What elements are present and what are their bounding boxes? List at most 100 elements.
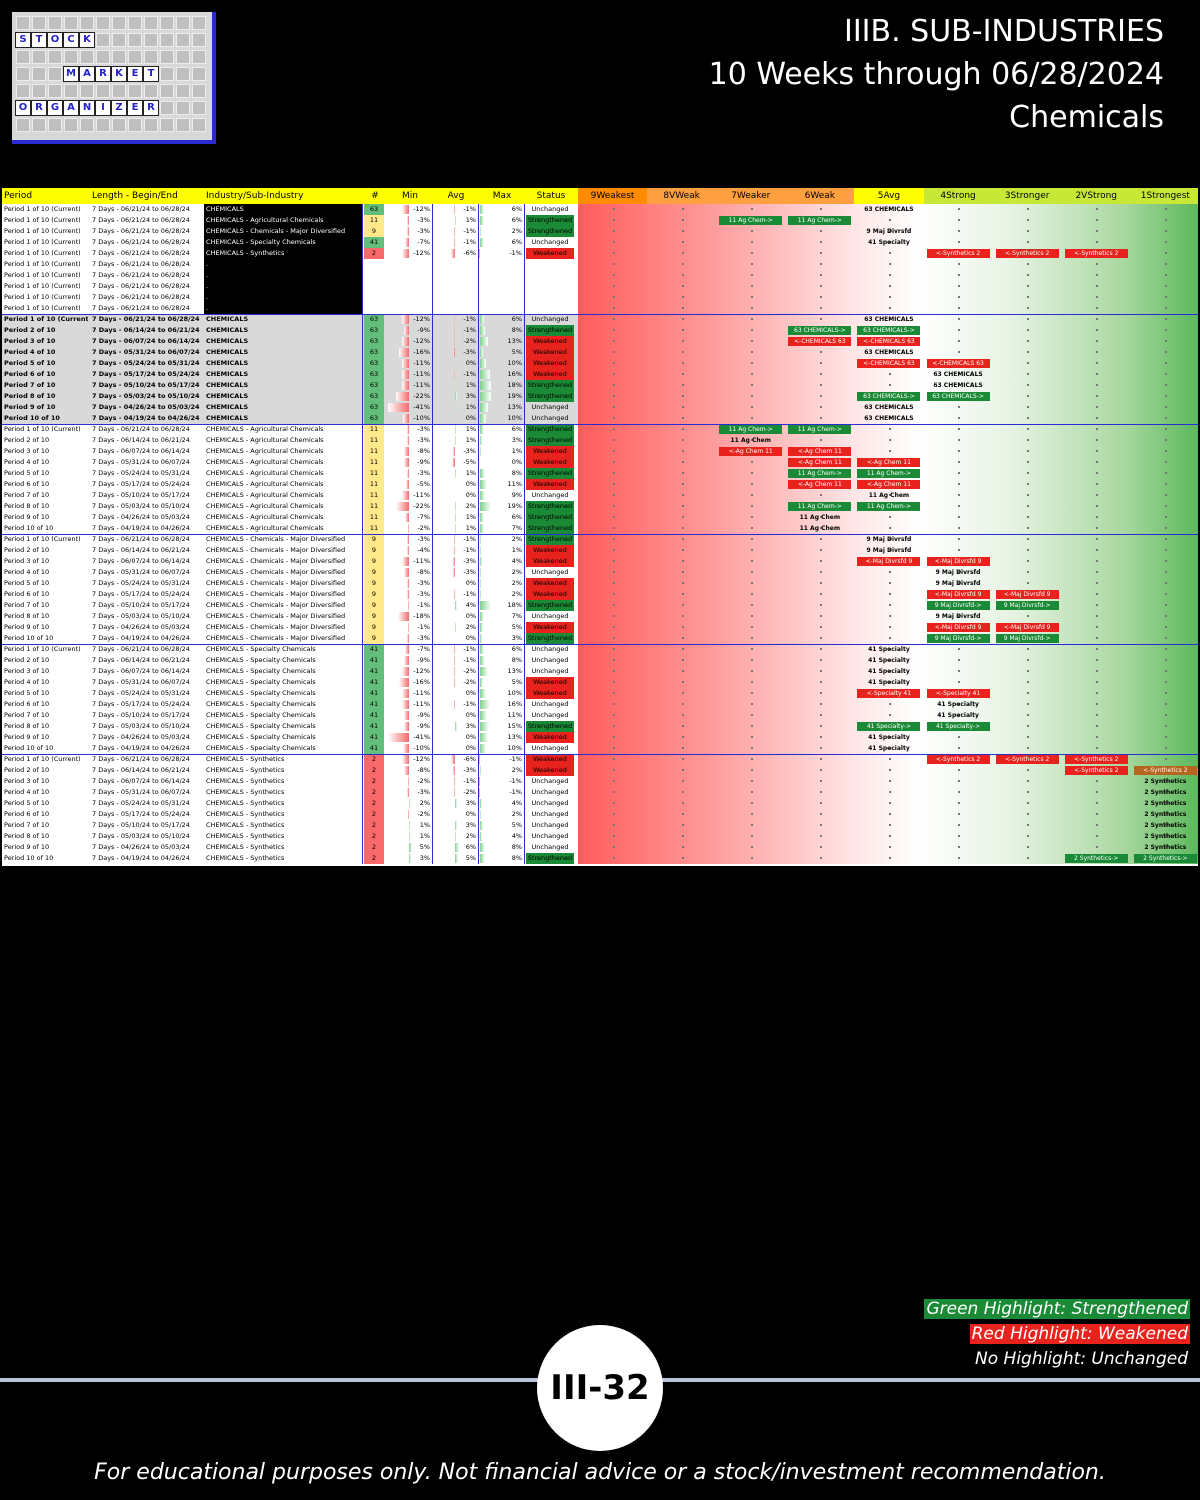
table-row: Period 1 of 10 (Current) 7 Days - 06/21/2… xyxy=(2,248,1198,259)
industry-cell: CHEMICALS - Synthetics xyxy=(206,766,285,774)
value-bar xyxy=(453,568,455,577)
value-bar xyxy=(480,667,488,676)
value-bar xyxy=(404,513,409,522)
value-bar xyxy=(480,733,488,742)
value-bar xyxy=(480,502,492,511)
empty-rank-dot xyxy=(612,626,615,628)
status-cell xyxy=(526,292,574,303)
length-cell: 7 Days - 05/24/24 to 05/31/24 xyxy=(92,579,190,587)
empty-rank-dot xyxy=(1165,340,1168,342)
period-cell: Period 1 of 10 (Current) xyxy=(4,315,88,323)
empty-rank-dot xyxy=(1027,230,1030,232)
rank-marker: <-Ag Chem 11 xyxy=(719,447,783,456)
empty-rank-dot xyxy=(1027,659,1030,661)
rank-marker: 9 Maj Divrsfd-> xyxy=(926,601,990,610)
empty-rank-dot xyxy=(612,824,615,826)
empty-rank-dot xyxy=(1165,219,1168,221)
status-cell xyxy=(526,270,574,281)
min-cell: -9% xyxy=(417,656,430,664)
logo-tile xyxy=(176,101,190,115)
empty-rank-dot xyxy=(1096,296,1099,298)
empty-rank-dot xyxy=(612,802,615,804)
value-bar xyxy=(453,667,455,676)
table-row: Period 5 of 10 7 Days - 05/24/24 to 05/31… xyxy=(2,688,1198,699)
rank-marker: 9 Maj Divrsfd xyxy=(866,547,912,554)
row-background xyxy=(2,391,578,402)
empty-rank-dot xyxy=(1165,263,1168,265)
min-cell: -9% xyxy=(417,711,430,719)
industry-cell: CHEMICALS - Specialty Chemicals xyxy=(206,744,316,752)
empty-rank-dot xyxy=(1165,670,1168,672)
empty-rank-dot xyxy=(819,846,822,848)
row-background xyxy=(2,380,578,391)
empty-rank-dot xyxy=(1027,461,1030,463)
empty-rank-dot xyxy=(888,428,891,430)
value-bar xyxy=(395,392,409,401)
period-cell: Period 4 of 10 xyxy=(4,788,50,796)
empty-rank-dot xyxy=(1165,835,1168,837)
column-header: Industry/Sub-Industry xyxy=(206,191,304,201)
industry-cell: CHEMICALS - Chemicals - Major Diversifie… xyxy=(206,579,346,587)
empty-rank-dot xyxy=(1027,439,1030,441)
table-row: Period 10 of 10 7 Days - 04/19/24 to 04/2… xyxy=(2,743,1198,754)
empty-rank-dot xyxy=(612,274,615,276)
empty-rank-dot xyxy=(681,252,684,254)
period-cell: Period 1 of 10 (Current) xyxy=(4,260,81,268)
avg-cell: 6% xyxy=(465,843,476,851)
empty-rank-dot xyxy=(1027,725,1030,727)
min-cell: -16% xyxy=(413,348,430,356)
status-cell: Weakened xyxy=(526,578,574,589)
table-row: Period 7 of 10 7 Days - 05/10/24 to 05/17… xyxy=(2,380,1198,391)
rank-marker: <-Synthetics 2 xyxy=(995,249,1059,258)
value-bar xyxy=(480,601,491,610)
length-cell: 7 Days - 04/26/24 to 05/03/24 xyxy=(92,403,200,411)
min-cell xyxy=(388,292,432,303)
max-cell: 18% xyxy=(507,381,522,389)
empty-rank-dot xyxy=(612,725,615,727)
value-bar xyxy=(480,678,483,687)
min-cell: -22% xyxy=(413,502,430,510)
empty-rank-dot xyxy=(1165,351,1168,353)
column-header: 1Strongest xyxy=(1130,188,1198,204)
empty-rank-dot xyxy=(1165,813,1168,815)
max-cell: 16% xyxy=(507,700,522,708)
industry-cell: CHEMICALS - Chemicals - Major Diversifie… xyxy=(206,557,346,565)
empty-rank-dot xyxy=(612,714,615,716)
max-cell: 3% xyxy=(511,634,522,642)
logo-tile xyxy=(160,67,174,81)
current-period-mask xyxy=(204,248,362,259)
title-line-2: 10 Weeks through 06/28/2024 xyxy=(708,57,1164,92)
status-cell: Weakened xyxy=(526,248,574,259)
avg-cell: -3% xyxy=(463,568,476,576)
empty-rank-dot xyxy=(958,769,961,771)
logo-tile xyxy=(128,16,142,30)
period-cell: Period 5 of 10 xyxy=(4,689,50,697)
status-cell: Weakened xyxy=(526,622,574,633)
avg-cell: -6% xyxy=(463,249,476,257)
empty-rank-dot xyxy=(1096,428,1099,430)
value-bar xyxy=(455,799,457,808)
period-cell: Period 1 of 10 (Current) xyxy=(4,304,81,312)
rank-marker: 41 Specialty-> xyxy=(857,722,921,731)
min-cell: -11% xyxy=(413,491,430,499)
empty-rank-dot xyxy=(888,241,891,243)
max-cell: 8% xyxy=(511,854,522,862)
empty-rank-dot xyxy=(958,296,961,298)
count-cell xyxy=(364,303,384,314)
length-cell: 7 Days - 05/31/24 to 06/07/24 xyxy=(92,788,190,796)
logo-tile xyxy=(176,84,190,98)
empty-rank-dot xyxy=(750,835,753,837)
count-cell: 9 xyxy=(364,545,384,556)
avg-cell: 0% xyxy=(465,744,476,752)
min-cell xyxy=(388,270,432,281)
logo-tile xyxy=(160,84,174,98)
empty-rank-dot xyxy=(681,747,684,749)
empty-rank-dot xyxy=(1096,626,1099,628)
industry-cell: . xyxy=(206,282,209,290)
empty-rank-dot xyxy=(612,604,615,606)
empty-rank-dot xyxy=(1096,461,1099,463)
max-cell: 13% xyxy=(507,667,522,675)
legend-green: Green Highlight: Strengthened xyxy=(924,1299,1190,1319)
avg-cell: 0% xyxy=(465,359,476,367)
rank-marker: 9 Maj Divrsfd-> xyxy=(995,601,1059,610)
